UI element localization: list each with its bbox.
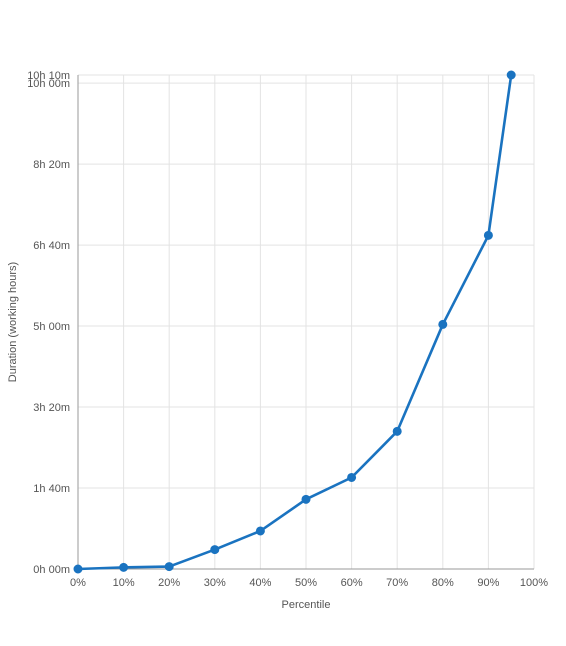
data-point: [392, 426, 402, 436]
x-tick-label: 60%: [341, 577, 363, 589]
data-point: [301, 494, 311, 504]
x-tick-label: 20%: [158, 577, 180, 589]
x-tick-label: 50%: [295, 577, 317, 589]
data-point: [438, 319, 448, 329]
x-tick-label: 0%: [70, 577, 86, 589]
data-point: [483, 230, 493, 240]
x-tick-label: 40%: [249, 577, 271, 589]
x-tick-label: 30%: [204, 577, 226, 589]
y-tick-label: 0h 00m: [33, 564, 70, 576]
y-axis-title: Duration (working hours): [7, 262, 19, 382]
y-tick-label: 1h 40m: [33, 483, 70, 495]
y-tick-label: 10h 00m: [27, 78, 70, 90]
data-point: [73, 564, 83, 574]
y-tick-label: 6h 40m: [33, 240, 70, 252]
axes: [77, 75, 534, 570]
x-tick-label: 80%: [432, 577, 454, 589]
y-tick-label: 10h 10m: [27, 70, 70, 82]
data-point: [506, 70, 516, 80]
data-point: [255, 526, 265, 536]
data-point: [210, 545, 220, 555]
data-point: [119, 562, 129, 572]
x-tick-label: 90%: [477, 577, 499, 589]
y-tick-label: 3h 20m: [33, 402, 70, 414]
x-tick-label: 10%: [113, 577, 135, 589]
data-point: [347, 472, 357, 482]
x-tick-label: 70%: [386, 577, 408, 589]
x-axis-title: Percentile: [282, 599, 331, 611]
y-tick-label: 8h 20m: [33, 159, 70, 171]
x-tick-label: 100%: [520, 577, 548, 589]
y-tick-label: 5h 00m: [33, 321, 70, 333]
series: [73, 70, 516, 574]
tick-labels: 0% 10% 20% 30% 40% 50% 60% 70% 80% 90% 100% 0h 00m 1…: [27, 70, 548, 589]
data-point: [164, 562, 174, 572]
